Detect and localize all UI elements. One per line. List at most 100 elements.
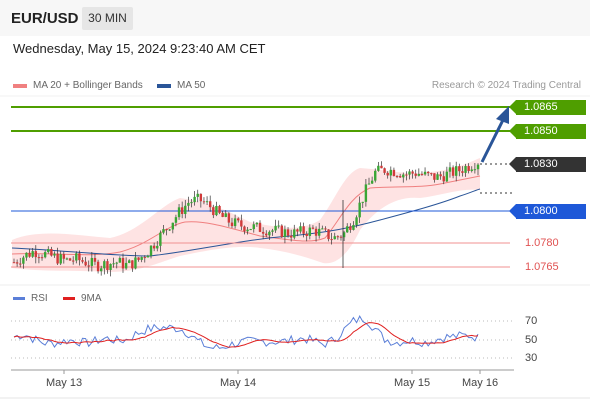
candle-body [302, 226, 305, 234]
candle-body [227, 213, 231, 223]
candle-body [380, 165, 383, 169]
candle-body [305, 233, 308, 236]
candle-body [461, 171, 464, 173]
candle-body [149, 245, 153, 256]
candle-body [106, 261, 109, 271]
timestamp: Wednesday, May 15, 2024 9:23:40 AM CET [13, 41, 266, 56]
candle-body [470, 169, 473, 171]
candle-body [423, 171, 427, 175]
candle-body [96, 261, 100, 272]
rsi-label-70: 70 [525, 315, 538, 327]
candle-body [22, 257, 25, 264]
candle-body [240, 220, 243, 227]
candle-body [202, 201, 206, 203]
candle-body [249, 229, 252, 231]
candle-body [271, 230, 274, 232]
candle-body [330, 239, 333, 241]
candle-body [99, 268, 103, 272]
candle-body [218, 205, 221, 213]
candle-body [255, 222, 259, 225]
header-bar: EUR/USD 30 MIN [0, 0, 590, 36]
candle-body [451, 167, 455, 176]
candle-body [15, 262, 19, 264]
candle-body [367, 183, 371, 185]
candle-body [258, 222, 262, 232]
candle-body [277, 225, 280, 227]
candle-body [283, 229, 287, 238]
candle-body [243, 226, 246, 232]
ma50-line [11, 188, 481, 257]
candle-body [321, 228, 324, 230]
candle-body [333, 236, 336, 240]
ma20-swatch-icon [13, 83, 27, 88]
ma50-swatch-icon [157, 83, 171, 88]
candle-body [355, 217, 358, 226]
candle-body [230, 222, 234, 227]
candle-body [212, 207, 215, 216]
candle-body [215, 205, 218, 216]
candle-body [448, 167, 452, 172]
candle-body [237, 218, 240, 221]
candle-body [252, 224, 255, 230]
candle-body [411, 171, 414, 174]
candle-body [293, 229, 296, 238]
candle-body [75, 253, 78, 261]
candle-body [402, 174, 405, 178]
candle-body [317, 228, 321, 236]
candle-body [140, 257, 143, 260]
candle-body [377, 165, 380, 171]
candle-body [464, 166, 467, 173]
candle-body [436, 174, 439, 180]
candle-body [156, 245, 159, 249]
candle-body [299, 226, 302, 232]
level-label-1-0765: 1.0765 [525, 261, 559, 273]
candle-body [65, 258, 69, 260]
candle-body [280, 225, 284, 238]
level-tag-1-0865: 1.0865 [509, 100, 586, 115]
candle-body [137, 257, 140, 260]
candle-body [59, 254, 62, 264]
candle-body [308, 227, 312, 236]
candle-body [392, 169, 396, 177]
level-tag-1-0850: 1.0850 [509, 124, 586, 139]
candle-body [221, 212, 224, 217]
candle-body [296, 229, 299, 232]
candle-body [349, 226, 352, 230]
candle-body [445, 171, 449, 182]
candle-body [62, 254, 66, 259]
candlestick-series [12, 161, 480, 277]
candle-body [34, 251, 37, 258]
forecast-arrow [480, 119, 505, 163]
candle-body [346, 226, 349, 233]
candle-body [414, 173, 417, 176]
candle-body [12, 262, 16, 264]
candle-body [177, 207, 181, 218]
candle-body [112, 263, 115, 265]
candle-body [395, 176, 399, 178]
candle-body [128, 260, 131, 263]
candle-body [361, 201, 364, 203]
candle-body [78, 253, 81, 261]
candle-body [124, 262, 128, 269]
candle-body [53, 253, 56, 256]
timeframe-button[interactable]: 30 MIN [82, 7, 133, 30]
candle-body [180, 207, 184, 215]
candle-body [417, 173, 421, 176]
candle-body [383, 168, 386, 173]
x-label-may13: May 13 [46, 377, 83, 389]
candle-body [426, 171, 430, 174]
candle-body [121, 257, 125, 269]
candle-body [473, 169, 477, 171]
candle-body [208, 201, 212, 208]
candle-body [246, 229, 249, 232]
candle-body [408, 171, 411, 175]
rsi-line [13, 315, 479, 349]
candle-body [324, 228, 327, 230]
candle-body [103, 261, 106, 269]
candle-body [336, 236, 340, 238]
candle-body [196, 193, 199, 197]
candle-body [389, 169, 393, 176]
candle-body [386, 172, 389, 176]
candle-body [90, 257, 94, 266]
candle-body [261, 231, 265, 234]
